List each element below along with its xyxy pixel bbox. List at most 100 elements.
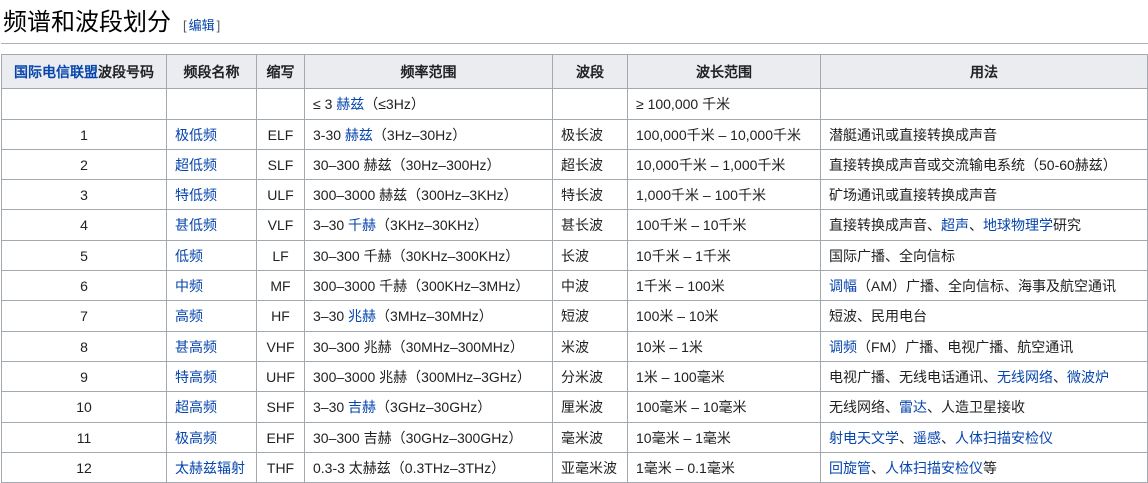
wiki-link[interactable]: 赫兹	[344, 126, 373, 143]
text-segment: 100米 – 10米	[636, 308, 719, 325]
wiki-link[interactable]: 调幅	[829, 278, 857, 295]
cell-band-name: 极低频	[166, 118, 257, 150]
text-segment: 12	[76, 459, 92, 476]
table-row: 8 甚高频 VHF 30–300 兆赫（30MHz–300MHz） 米波 10米 – 1米…	[1, 330, 1148, 362]
wiki-link[interactable]: 极低频	[175, 126, 217, 143]
text-segment: 6	[80, 278, 88, 295]
header-abbreviation: 缩写	[256, 53, 305, 90]
cell-band-number: 4	[1, 209, 167, 241]
wiki-link[interactable]: 雷达	[899, 399, 927, 416]
text-segment: 、	[871, 459, 885, 476]
wiki-link[interactable]: 千赫	[348, 217, 377, 234]
cell-wave-band: 短波	[552, 300, 628, 332]
text-segment: ELF	[267, 126, 294, 143]
cell-band-number	[1, 88, 167, 120]
cell-usage: 射电天文学、遥感、人体扫描安检仪	[820, 421, 1148, 453]
cell-wavelength-range: ≥ 100,000 千米	[627, 88, 821, 120]
wiki-link[interactable]: 地球物理学	[983, 217, 1053, 234]
cell-frequency-range: 0.3-3 太赫兹（0.3THz–3THz）	[304, 451, 553, 483]
cell-abbreviation: ULF	[256, 179, 305, 211]
text-segment: （3KHz–30KHz）	[376, 217, 489, 234]
text-segment: 300–3000 赫兹（300Hz–3KHz）	[313, 187, 518, 204]
cell-abbreviation: THF	[256, 451, 305, 483]
cell-wave-band: 超长波	[552, 148, 628, 181]
table-body: ≤ 3 赫兹（≤3Hz） ≥ 100,000 千米 1 极低频 ELF 3-30 赫兹（3…	[1, 88, 1148, 483]
wiki-link[interactable]: 特低频	[175, 187, 217, 204]
cell-band-name: 特高频	[166, 360, 257, 393]
cell-frequency-range: 30–300 千赫（30KHz–300KHz）	[304, 239, 553, 272]
text-segment: 短波、民用电台	[829, 308, 927, 325]
text-segment: （FM）广播、电视广播、航空通讯	[857, 338, 1074, 355]
cell-band-name: 低频	[166, 239, 257, 272]
text-segment: 中波	[561, 278, 589, 295]
text-segment: 3	[80, 187, 88, 204]
cell-wavelength-range: 1米 – 100毫米	[627, 360, 821, 393]
cell-abbreviation: HF	[256, 300, 305, 332]
cell-frequency-range: 30–300 吉赫（30GHz–300GHz）	[304, 421, 553, 453]
text-segment: 300–3000 兆赫（300MHz–3GHz）	[313, 368, 531, 385]
table-row: 9 特高频 UHF 300–3000 兆赫（300MHz–3GHz） 分米波 1米 – 1…	[1, 360, 1148, 393]
wiki-link[interactable]: 射电天文学	[829, 429, 899, 446]
text-segment: 9	[80, 368, 88, 385]
cell-band-name: 超低频	[166, 148, 257, 181]
text-segment: 亚毫米波	[561, 459, 617, 476]
wiki-link[interactable]: 赫兹	[336, 96, 365, 113]
wiki-link[interactable]: 甚低频	[175, 217, 217, 234]
wiki-link[interactable]: 微波炉	[1067, 368, 1109, 385]
edit-link[interactable]: 编辑	[188, 18, 215, 33]
wiki-link[interactable]: 超低频	[175, 156, 217, 173]
text-segment: 100毫米 – 10毫米	[636, 399, 747, 416]
text-segment: VLF	[267, 217, 294, 234]
text-segment: （3MHz–30MHz）	[376, 308, 493, 325]
text-segment: 用法	[970, 64, 998, 80]
table-row: 7 高频 HF 3–30 兆赫（3MHz–30MHz） 短波 100米 – 10米 短波、民…	[1, 300, 1148, 332]
text-segment: 分米波	[561, 368, 603, 385]
header-usage: 用法	[820, 53, 1148, 90]
cell-wavelength-range: 1毫米 – 0.1毫米	[627, 451, 821, 483]
wiki-link[interactable]: 高频	[175, 308, 203, 325]
wiki-link[interactable]: 国际电信联盟	[14, 64, 98, 80]
wiki-link[interactable]: 中频	[175, 278, 203, 295]
cell-frequency-range: 30–300 赫兹（30Hz–300Hz）	[304, 148, 553, 181]
wiki-link[interactable]: 兆赫	[348, 308, 377, 325]
table-row: 5 低频 LF 30–300 千赫（30KHz–300KHz） 长波 10千米 – 1千米…	[1, 239, 1148, 272]
text-segment: 30–300 赫兹（30Hz–300Hz）	[313, 156, 501, 173]
wiki-link[interactable]: 人体扫描安检仪	[955, 429, 1053, 446]
wiki-link[interactable]: 超高频	[175, 399, 217, 416]
wiki-link[interactable]: 回旋管	[829, 459, 871, 476]
wiki-link[interactable]: 太赫兹辐射	[175, 459, 245, 476]
text-segment: 100千米 – 10千米	[636, 217, 747, 234]
wiki-link[interactable]: 吉赫	[348, 399, 377, 416]
header-frequency-range: 频率范围	[304, 53, 553, 90]
wiki-link[interactable]: 低频	[175, 247, 203, 264]
text-segment: 潜艇通讯或直接转换成声音	[829, 126, 997, 143]
wiki-link[interactable]: 特高频	[175, 368, 217, 385]
wiki-link[interactable]: 调频	[829, 338, 857, 355]
text-segment: 30–300 兆赫（30MHz–300MHz）	[313, 338, 524, 355]
text-segment: ULF	[267, 187, 294, 204]
text-segment: 、人造卫星接收	[927, 399, 1025, 416]
text-segment: （≤3Hz）	[364, 96, 425, 113]
text-segment: 频段名称	[183, 64, 240, 80]
text-segment: 研究	[1053, 217, 1081, 234]
cell-band-number: 10	[1, 391, 167, 423]
text-segment: 甚长波	[561, 217, 603, 234]
wiki-link[interactable]: 极高频	[175, 429, 217, 446]
frequency-bands-table: 国际电信联盟波段号码 频段名称 缩写 频率范围 波段 波长范围 用法 ≤ 3 赫兹（≤3Hz…	[1, 53, 1148, 483]
cell-band-number: 3	[1, 179, 167, 211]
table-row: 6 中频 MF 300–3000 千赫（300KHz–3MHz） 中波 1千米 – 100…	[1, 270, 1148, 302]
wiki-link[interactable]: 甚高频	[175, 338, 217, 355]
text-segment: 、	[899, 429, 913, 446]
cell-usage: 直接转换成声音、超声、地球物理学研究	[820, 209, 1148, 241]
cell-usage: 调幅（AM）广播、全向信标、海事及航空通讯	[820, 270, 1148, 302]
wiki-link[interactable]: 超声	[941, 217, 969, 234]
text-segment: EHF	[266, 429, 295, 446]
wiki-link[interactable]: 人体扫描安检仪	[885, 459, 983, 476]
wiki-link[interactable]: 无线网络	[997, 368, 1053, 385]
table-row: 1 极低频 ELF 3-30 赫兹（3Hz–30Hz） 极长波 100,000千米 – 1…	[1, 118, 1148, 150]
text-segment: （AM）广播、全向信标、海事及航空通讯	[857, 278, 1116, 295]
wiki-link[interactable]: 遥感	[913, 429, 941, 446]
text-segment: SLF	[267, 156, 294, 173]
cell-usage: 回旋管、人体扫描安检仪等	[820, 451, 1148, 483]
text-segment: THF	[266, 459, 295, 476]
